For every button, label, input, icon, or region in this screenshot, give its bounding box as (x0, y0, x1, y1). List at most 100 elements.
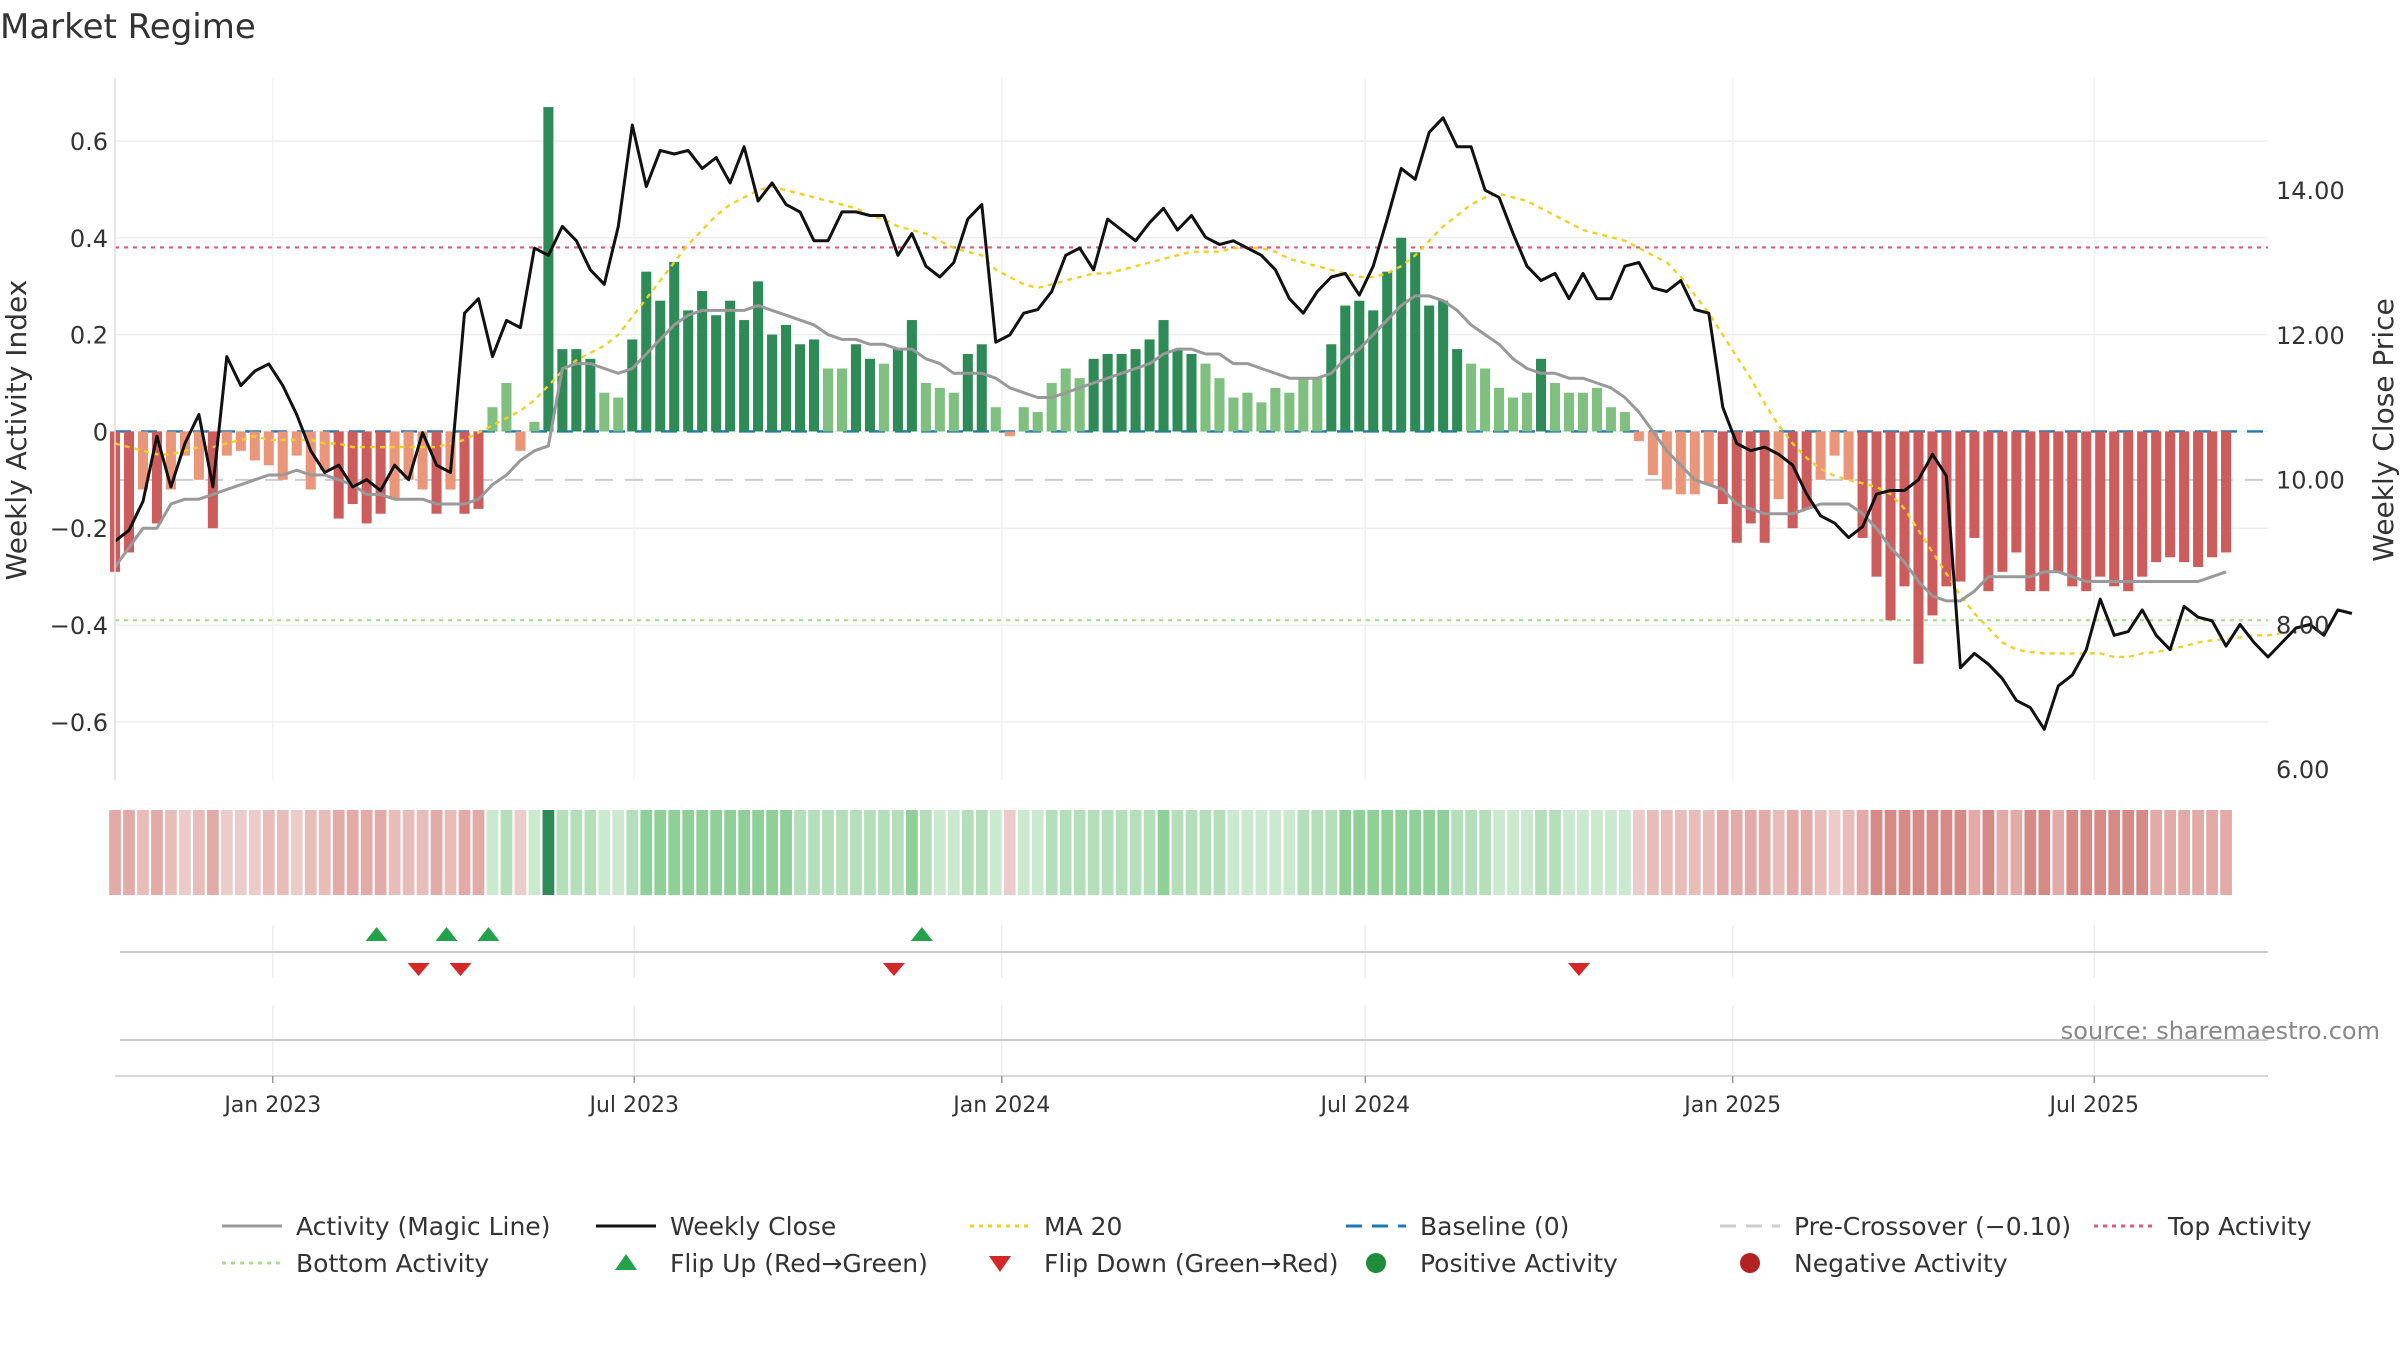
regime-strip-cell (1045, 810, 1058, 895)
activity-bar (333, 431, 344, 519)
activity-bar (1102, 353, 1113, 432)
activity-bar (725, 300, 736, 432)
x-tick-label: Jul 2023 (588, 1093, 680, 1118)
activity-bar (123, 431, 135, 553)
regime-strip-cell (262, 810, 275, 895)
y-left-tick-label: 0.4 (70, 225, 108, 253)
activity-bar (347, 431, 358, 505)
regime-strip-cell (668, 810, 681, 895)
legend-label: Weekly Close (670, 1212, 836, 1241)
activity-bar (319, 431, 330, 471)
activity-bar (1200, 363, 1211, 432)
regime-strip-cell (738, 810, 750, 895)
regime-strip-cell (500, 810, 513, 895)
flip-up-marker (910, 927, 933, 941)
legend-label: Activity (Magic Line) (296, 1212, 550, 1241)
activity-bar (193, 431, 204, 480)
activity-bar (291, 431, 302, 456)
regime-strip-cell (1842, 810, 1855, 895)
x-tick-label: Jul 2025 (2047, 1093, 2139, 1118)
regime-strip-cell (1395, 810, 1408, 895)
activity-bar (2095, 431, 2106, 577)
series-lines (113, 116, 2353, 731)
activity-bar (375, 431, 386, 514)
flip-up-marker (365, 927, 388, 941)
flip-down-marker (1567, 963, 1590, 976)
activity-bar (1088, 358, 1099, 432)
regime-strip-cell (220, 810, 233, 895)
regime-strip-cell (1702, 810, 1715, 895)
activity-bar (361, 431, 372, 524)
regime-strip-cell (1856, 810, 1869, 895)
activity-bar (962, 353, 973, 432)
regime-strip-cell (584, 810, 597, 895)
regime-strip-cell (332, 810, 345, 895)
activity-bar (1591, 387, 1602, 432)
grid-layer (115, 78, 2268, 780)
regime-strip-cell (234, 810, 247, 895)
activity-bar (1549, 383, 1561, 432)
activity-bar (137, 431, 148, 490)
activity-bar (948, 392, 959, 432)
regime-strip-cell (1730, 810, 1743, 895)
y-left-tick-label: −0.6 (50, 709, 108, 737)
regime-strip-cell (458, 810, 471, 895)
regime-strip-cell (1409, 810, 1422, 895)
y-left-tick-label: 0 (93, 418, 108, 446)
legend-label: Bottom Activity (296, 1249, 489, 1278)
regime-strip-cell (780, 810, 792, 895)
legend-label: Positive Activity (1420, 1249, 1618, 1278)
regime-strip-cell (1535, 810, 1547, 895)
activity-bar (263, 431, 274, 466)
regime-strip-cell (137, 810, 149, 895)
activity-bar (1004, 431, 1015, 437)
x-tick-label: Jan 2024 (951, 1093, 1050, 1118)
activity-bar (1508, 397, 1519, 432)
regime-strip-cell (2094, 810, 2107, 895)
activity-bar (1829, 431, 1840, 456)
regime-strip-cell (318, 810, 331, 895)
activity-bar (249, 431, 260, 461)
regime-strip-cell (1381, 810, 1394, 895)
regime-strip-cell (248, 810, 261, 895)
activity-bar (1480, 368, 1491, 432)
activity-bar (836, 368, 848, 432)
regime-strip-cell (1353, 810, 1366, 895)
regime-strip-cell (1367, 810, 1380, 895)
activity-bar (2179, 431, 2190, 563)
activity-bar (2123, 431, 2134, 592)
activity-bar (1983, 431, 1994, 592)
regime-strip-cell (1213, 810, 1226, 895)
activity-bar (711, 315, 722, 432)
activity-bar (557, 349, 568, 432)
activity-bar (1801, 431, 1812, 509)
activity-bar (822, 368, 834, 432)
activity-bar (739, 320, 750, 432)
flip-up-marker (435, 927, 458, 941)
activity-bar (1256, 402, 1267, 432)
chart-title: Market Regime (0, 7, 256, 47)
legend-item: Flip Up (Red→Green) (615, 1249, 928, 1278)
activity-bar (1032, 412, 1043, 432)
regime-strip-cell (850, 810, 862, 895)
x-tick-label: Jan 2025 (1682, 1093, 1781, 1118)
regime-strip-cell (514, 810, 527, 895)
regime-strip-cell (1996, 810, 2009, 895)
activity-bar (1661, 431, 1672, 490)
activity-bar (2025, 431, 2036, 592)
regime-strip-cell (1605, 810, 1617, 895)
regime-strip-cell (1073, 810, 1086, 895)
ma-20-line (114, 185, 2283, 659)
regime-strip-cell (1087, 810, 1100, 895)
activity-bar (1521, 392, 1533, 432)
regime-strip-cell (2206, 810, 2218, 895)
regime-strip-cell (1660, 810, 1673, 895)
regime-strip-cell (919, 810, 932, 895)
regime-strip-cell (1633, 810, 1645, 895)
activity-bar (1228, 397, 1239, 432)
activity-bar (1326, 344, 1337, 432)
regime-strip-cell (2178, 810, 2190, 895)
source-note: source: sharemaestro.com (2061, 1017, 2380, 1045)
activity-bar (473, 431, 484, 509)
regime-strip-cell (1870, 810, 1883, 895)
